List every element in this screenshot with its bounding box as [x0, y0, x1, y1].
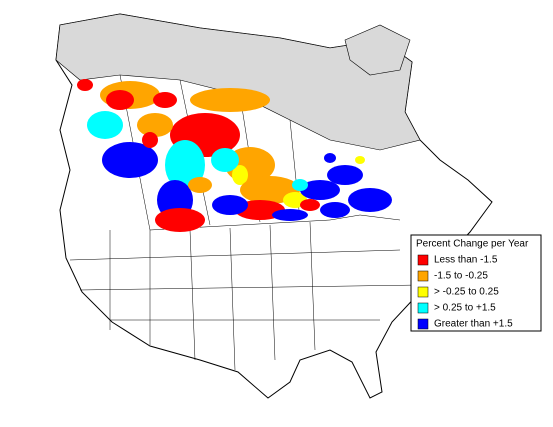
legend-items: Less than -1.5 -1.5 to -0.25 > -0.25 to 0.… [417, 254, 513, 330]
trend-area [300, 180, 340, 200]
islands [344, 24, 411, 76]
trend-area [232, 165, 248, 185]
border [69, 249, 421, 321]
border [109, 221, 316, 371]
trend-area [292, 179, 308, 191]
trend-areas [77, 79, 392, 232]
trend-area [211, 148, 239, 172]
trend-area [327, 165, 363, 185]
trend-area [87, 111, 123, 139]
trend-area [153, 92, 177, 108]
trend-area [190, 88, 270, 112]
legend-swatch [417, 318, 429, 330]
trend-area [165, 140, 205, 190]
trend-area [142, 132, 158, 148]
trend-area [155, 208, 205, 232]
legend-label: > 0.25 to +1.5 [434, 303, 496, 314]
trend-area [77, 79, 93, 91]
trend-area [106, 90, 134, 110]
legend-box [410, 234, 542, 332]
border [149, 214, 401, 231]
legend-swatch [417, 254, 429, 266]
legend-swatch [417, 270, 429, 282]
legend-label: Greater than +1.5 [434, 319, 513, 330]
legend-swatch [417, 302, 429, 314]
trend-area [272, 209, 308, 221]
trend-area [320, 202, 350, 218]
legend-swatch [417, 286, 429, 298]
legend: Percent Change per Year Less than -1.5 -1… [410, 234, 542, 332]
trend-area [348, 188, 392, 212]
legend-title: Percent Change per Year [416, 239, 529, 250]
trend-area [324, 153, 336, 163]
legend-label: -1.5 to -0.25 [434, 271, 488, 282]
trend-area [137, 113, 173, 137]
trend-area [102, 142, 158, 178]
trend-area [188, 177, 212, 193]
trend-area [355, 156, 365, 164]
arctic-region [55, 13, 421, 151]
legend-label: Less than -1.5 [434, 255, 498, 266]
trend-area [300, 199, 320, 211]
trend-area [212, 195, 248, 215]
legend-label: > -0.25 to 0.25 [434, 287, 499, 298]
